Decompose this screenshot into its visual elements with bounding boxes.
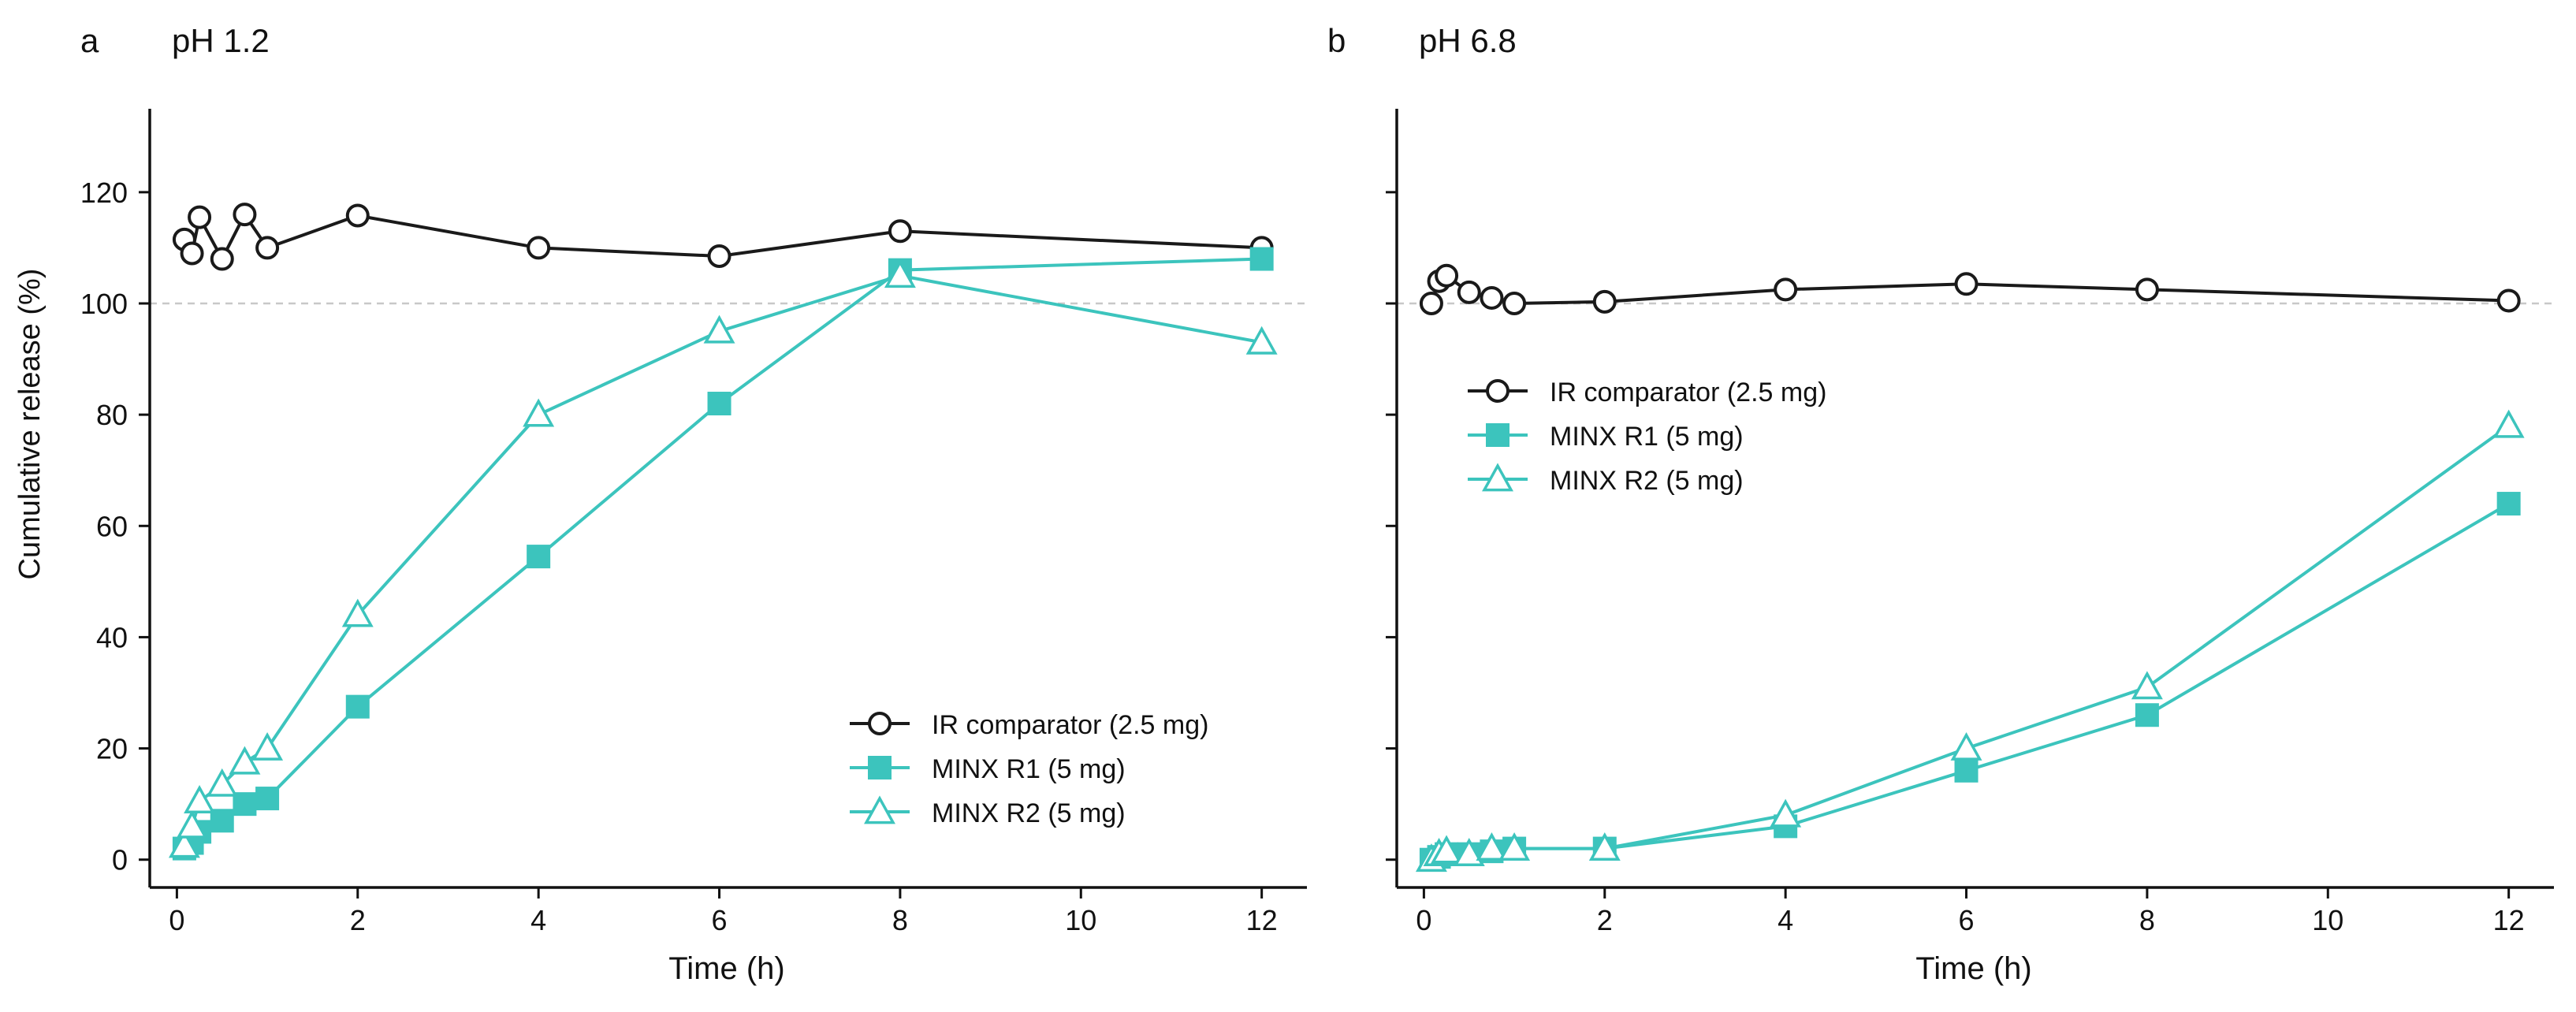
panel-a-legend-label: MINX R1 (5 mg) (932, 754, 1126, 784)
panel-b-letter: b (1327, 22, 1346, 59)
panel-b-x-tick-label: 8 (2139, 904, 2155, 936)
panel-b-legend-marker (1482, 463, 1513, 492)
panel-b-series-2-point (1588, 832, 1621, 861)
panel-a-legend-label: MINX R2 (5 mg) (932, 798, 1126, 828)
panel-a-legend: IR comparator (2.5 mg) MINX R1 (5 mg) MINX… (850, 710, 1208, 828)
panel-b-series-1-line (1431, 502, 2510, 861)
panel-b-legend: IR comparator (2.5 mg) MINX R1 (5 mg) MINX… (1468, 378, 1826, 496)
panel-b-x-tick-label: 0 (1416, 904, 1431, 936)
panel-a-series-0-point (888, 219, 912, 244)
panel-a-series-2-point (523, 398, 555, 427)
panel-a-series-0-point (707, 244, 731, 269)
panel-a-series-2-point (184, 785, 216, 813)
y-axis-label: Cumulative release (%) (13, 269, 47, 580)
panel-b-legend-marker (1486, 423, 1509, 447)
panel-b-series-1-point (1954, 758, 1979, 783)
panel-a-title: pH 1.2 (172, 22, 270, 59)
panel-b-series-2-point (1498, 832, 1531, 861)
panel-b-series-0-point (1457, 280, 1481, 304)
panel-a-series-2-point (341, 598, 374, 627)
panel-b-series-2-point (1453, 838, 1485, 867)
panel-a-legend-label: IR comparator (2.5 mg) (932, 710, 1208, 740)
panel-a-series-0-point (527, 236, 551, 260)
panel-b-series-0-point (1592, 289, 1617, 314)
panel-b-series-1-point (2496, 492, 2521, 516)
panel-a-x-tick-label: 12 (1246, 904, 1278, 936)
panel-b-series-2-point (1950, 731, 1982, 761)
panel-a-series-2-point (168, 829, 200, 858)
panel-a-x-tick-label: 0 (169, 904, 184, 936)
panel-b-series-1-point (2135, 703, 2159, 727)
panel-b-plot: 0 2 4 6 8 10 12 IR comparator (2.5 mg) MINX R1 (… (1386, 109, 2554, 936)
panel-a-y-tick-label: 40 (96, 621, 128, 653)
panel-b-series-2-point (2131, 671, 2163, 700)
panel-a-series-2-point (229, 746, 261, 775)
panel-a-x-axis-label: Time (h) (668, 951, 784, 986)
panel-b-series-2-point (1476, 832, 1508, 861)
panel-a-series-1-point (527, 545, 551, 569)
panel-b-legend-marker (1486, 379, 1509, 403)
panel-a-series-1-point (1249, 247, 1274, 271)
panel-a-x-tick-label: 4 (530, 904, 546, 936)
panel-a-y-tick-label: 100 (80, 288, 128, 320)
panel-a-series-2-point (206, 768, 238, 797)
panel-a-x-tick-label: 8 (892, 904, 908, 936)
panel-a-series-0-point (345, 203, 370, 228)
panel-b-x-tick-label: 4 (1778, 904, 1793, 936)
panel-a-y-tick-label: 120 (80, 177, 128, 209)
panel-a-series-0-point (255, 236, 280, 260)
panel-a-series-0-point (180, 241, 204, 266)
panel-b-series-0-point (1774, 277, 1798, 302)
panel-a-series-0-point (210, 247, 234, 271)
panel-b-series-0-point (1480, 285, 1504, 310)
panel-a-y-tick-label: 60 (96, 510, 128, 542)
panel-b-series-0-point (2135, 277, 2159, 302)
panel-a-series-2-point (251, 731, 284, 761)
panel-b-series-0-point (1954, 272, 1979, 296)
panel-a-series-0-point (188, 205, 212, 229)
panel-a-series-2-point (703, 314, 735, 344)
panel-a-series-1-point (707, 392, 731, 416)
panel-a-x-tick-label: 6 (712, 904, 728, 936)
panel-a-series-2-point (176, 809, 208, 839)
panel-a-y-tick-label: 0 (112, 844, 128, 876)
panel-b-series-0-point (1502, 292, 1527, 315)
panel-b-series-0-point (2496, 288, 2521, 313)
panel-b-series-0-point (1435, 263, 1459, 288)
panel-b-series-2-point (1770, 798, 1802, 828)
panel-a-x-tick-label: 2 (350, 904, 366, 936)
panel-b-x-tick-label: 2 (1597, 904, 1613, 936)
panel-b-x-tick-label: 12 (2493, 904, 2525, 936)
panel-b-series-2-point (2492, 409, 2525, 438)
panel-b-legend-label: IR comparator (2.5 mg) (1550, 378, 1826, 407)
panel-a-series-2-point (1245, 326, 1278, 355)
panel-a-legend-marker (868, 756, 892, 779)
panel-a-series-2-point (884, 259, 916, 288)
panel-a-series-1-point (255, 787, 280, 811)
panel-b-legend-label: MINX R1 (5 mg) (1550, 422, 1744, 452)
panel-a-y-tick-label: 20 (96, 733, 128, 765)
panel-a-y-tick-label: 80 (96, 399, 128, 431)
panel-a-letter: a (80, 22, 99, 59)
panel-a-series-1-point (210, 809, 234, 833)
panel-b-x-tick-label: 10 (2312, 904, 2343, 936)
panel-a-legend-marker (868, 712, 892, 735)
panel-b-x-axis-label: Time (h) (1915, 951, 2031, 986)
panel-b-title: pH 6.8 (1419, 22, 1517, 59)
panel-a-x-tick-label: 10 (1065, 904, 1096, 936)
panel-b-legend-label: MINX R2 (5 mg) (1550, 466, 1744, 496)
panel-b-x-tick-label: 6 (1959, 904, 1975, 936)
panel-a-series-0-point (233, 203, 257, 227)
panel-b-series-2-point (1431, 835, 1463, 864)
panel-a-series-1-point (345, 694, 370, 719)
panel-b-series-0-point (1419, 292, 1443, 315)
panel-a-legend-marker (864, 795, 895, 824)
panel-a-series-1-point (233, 792, 257, 817)
